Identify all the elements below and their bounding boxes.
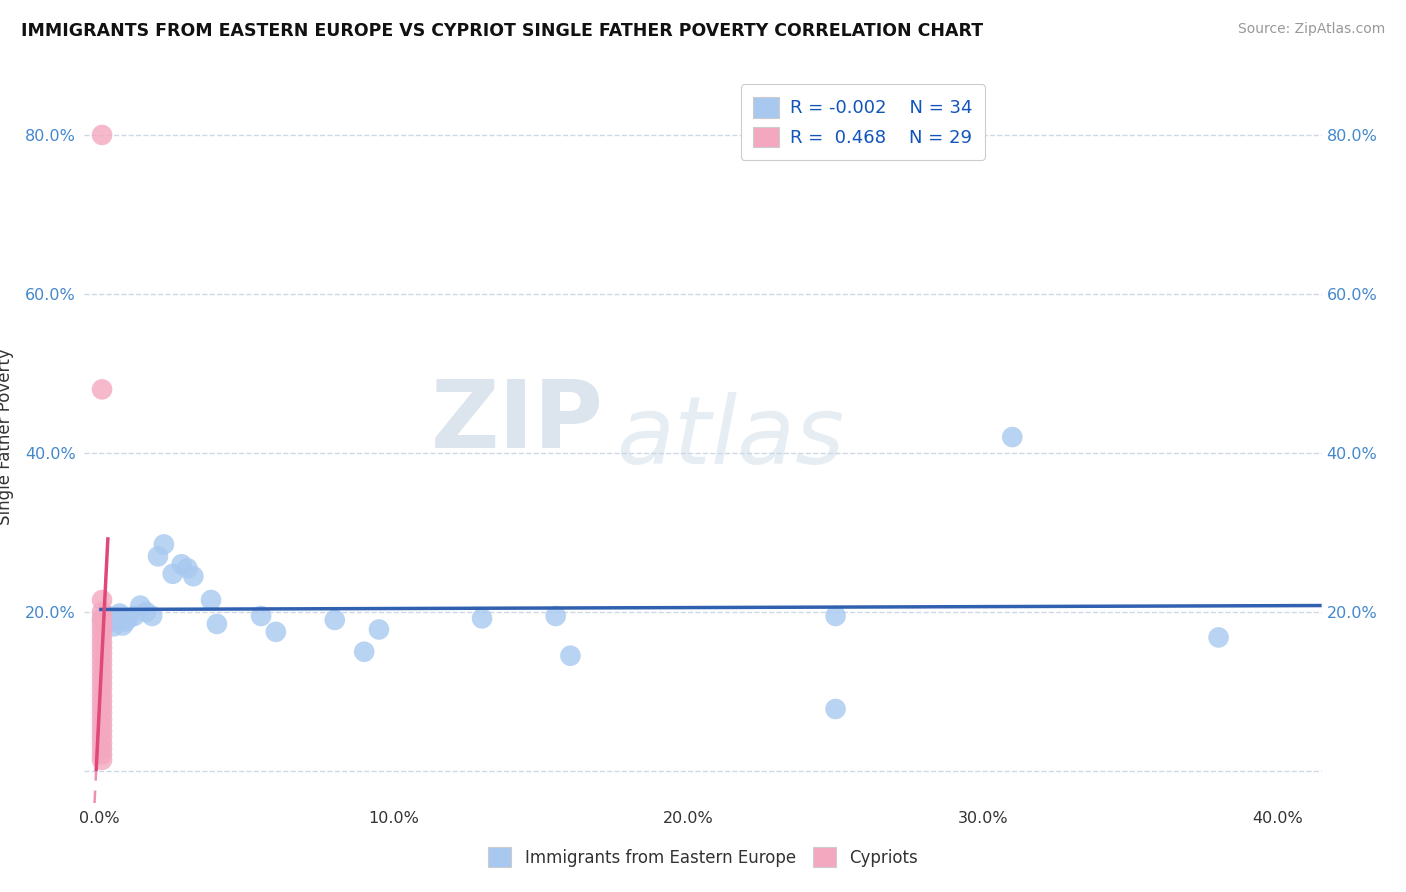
Point xyxy=(97,609,120,624)
Point xyxy=(153,537,176,551)
Point xyxy=(544,609,567,624)
Text: atlas: atlas xyxy=(616,392,845,483)
Point xyxy=(103,619,125,633)
Point xyxy=(91,593,114,607)
Point xyxy=(111,618,134,632)
Point xyxy=(250,609,273,624)
Point xyxy=(141,609,163,624)
Point xyxy=(91,635,114,649)
Point xyxy=(91,616,114,631)
Point xyxy=(471,611,494,625)
Point xyxy=(368,623,391,637)
Point xyxy=(91,653,114,667)
Point xyxy=(91,623,114,637)
Point xyxy=(91,605,114,619)
Point xyxy=(170,558,193,572)
Point xyxy=(91,753,114,767)
Point xyxy=(183,569,205,583)
Point xyxy=(91,741,114,756)
Point xyxy=(91,689,114,703)
Point xyxy=(91,629,114,643)
Legend: Immigrants from Eastern Europe, Cypriots: Immigrants from Eastern Europe, Cypriots xyxy=(479,839,927,875)
Point xyxy=(162,566,184,581)
Point xyxy=(824,702,846,716)
Point xyxy=(205,616,228,631)
Point xyxy=(94,616,117,631)
Point xyxy=(91,383,114,397)
Point xyxy=(91,718,114,732)
Point xyxy=(91,613,114,627)
Point xyxy=(129,599,152,613)
Point xyxy=(124,609,146,624)
Point xyxy=(353,645,375,659)
Point xyxy=(135,605,157,619)
Point xyxy=(91,676,114,690)
Point xyxy=(91,700,114,714)
Point xyxy=(323,613,346,627)
Point xyxy=(91,646,114,660)
Point xyxy=(264,624,287,639)
Point xyxy=(91,736,114,750)
Point xyxy=(91,658,114,673)
Point xyxy=(91,665,114,679)
Y-axis label: Single Father Poverty: Single Father Poverty xyxy=(0,349,14,525)
Point xyxy=(91,128,114,142)
Point xyxy=(146,549,169,564)
Point xyxy=(91,611,114,625)
Point xyxy=(108,607,131,621)
Point xyxy=(176,561,198,575)
Point xyxy=(114,615,136,629)
Point xyxy=(824,609,846,624)
Point xyxy=(91,640,114,655)
Point xyxy=(1001,430,1024,444)
Text: ZIP: ZIP xyxy=(432,376,605,468)
Text: Source: ZipAtlas.com: Source: ZipAtlas.com xyxy=(1237,22,1385,37)
Point xyxy=(100,615,122,629)
Point xyxy=(91,730,114,744)
Point xyxy=(105,610,128,624)
Point xyxy=(91,747,114,762)
Point xyxy=(91,706,114,720)
Point xyxy=(91,712,114,726)
Point xyxy=(91,682,114,697)
Point xyxy=(1208,631,1230,645)
Point xyxy=(91,670,114,684)
Point xyxy=(91,724,114,739)
Point xyxy=(117,611,139,625)
Point xyxy=(200,593,222,607)
Text: IMMIGRANTS FROM EASTERN EUROPE VS CYPRIOT SINGLE FATHER POVERTY CORRELATION CHAR: IMMIGRANTS FROM EASTERN EUROPE VS CYPRIO… xyxy=(21,22,983,40)
Point xyxy=(560,648,582,663)
Point xyxy=(91,694,114,708)
